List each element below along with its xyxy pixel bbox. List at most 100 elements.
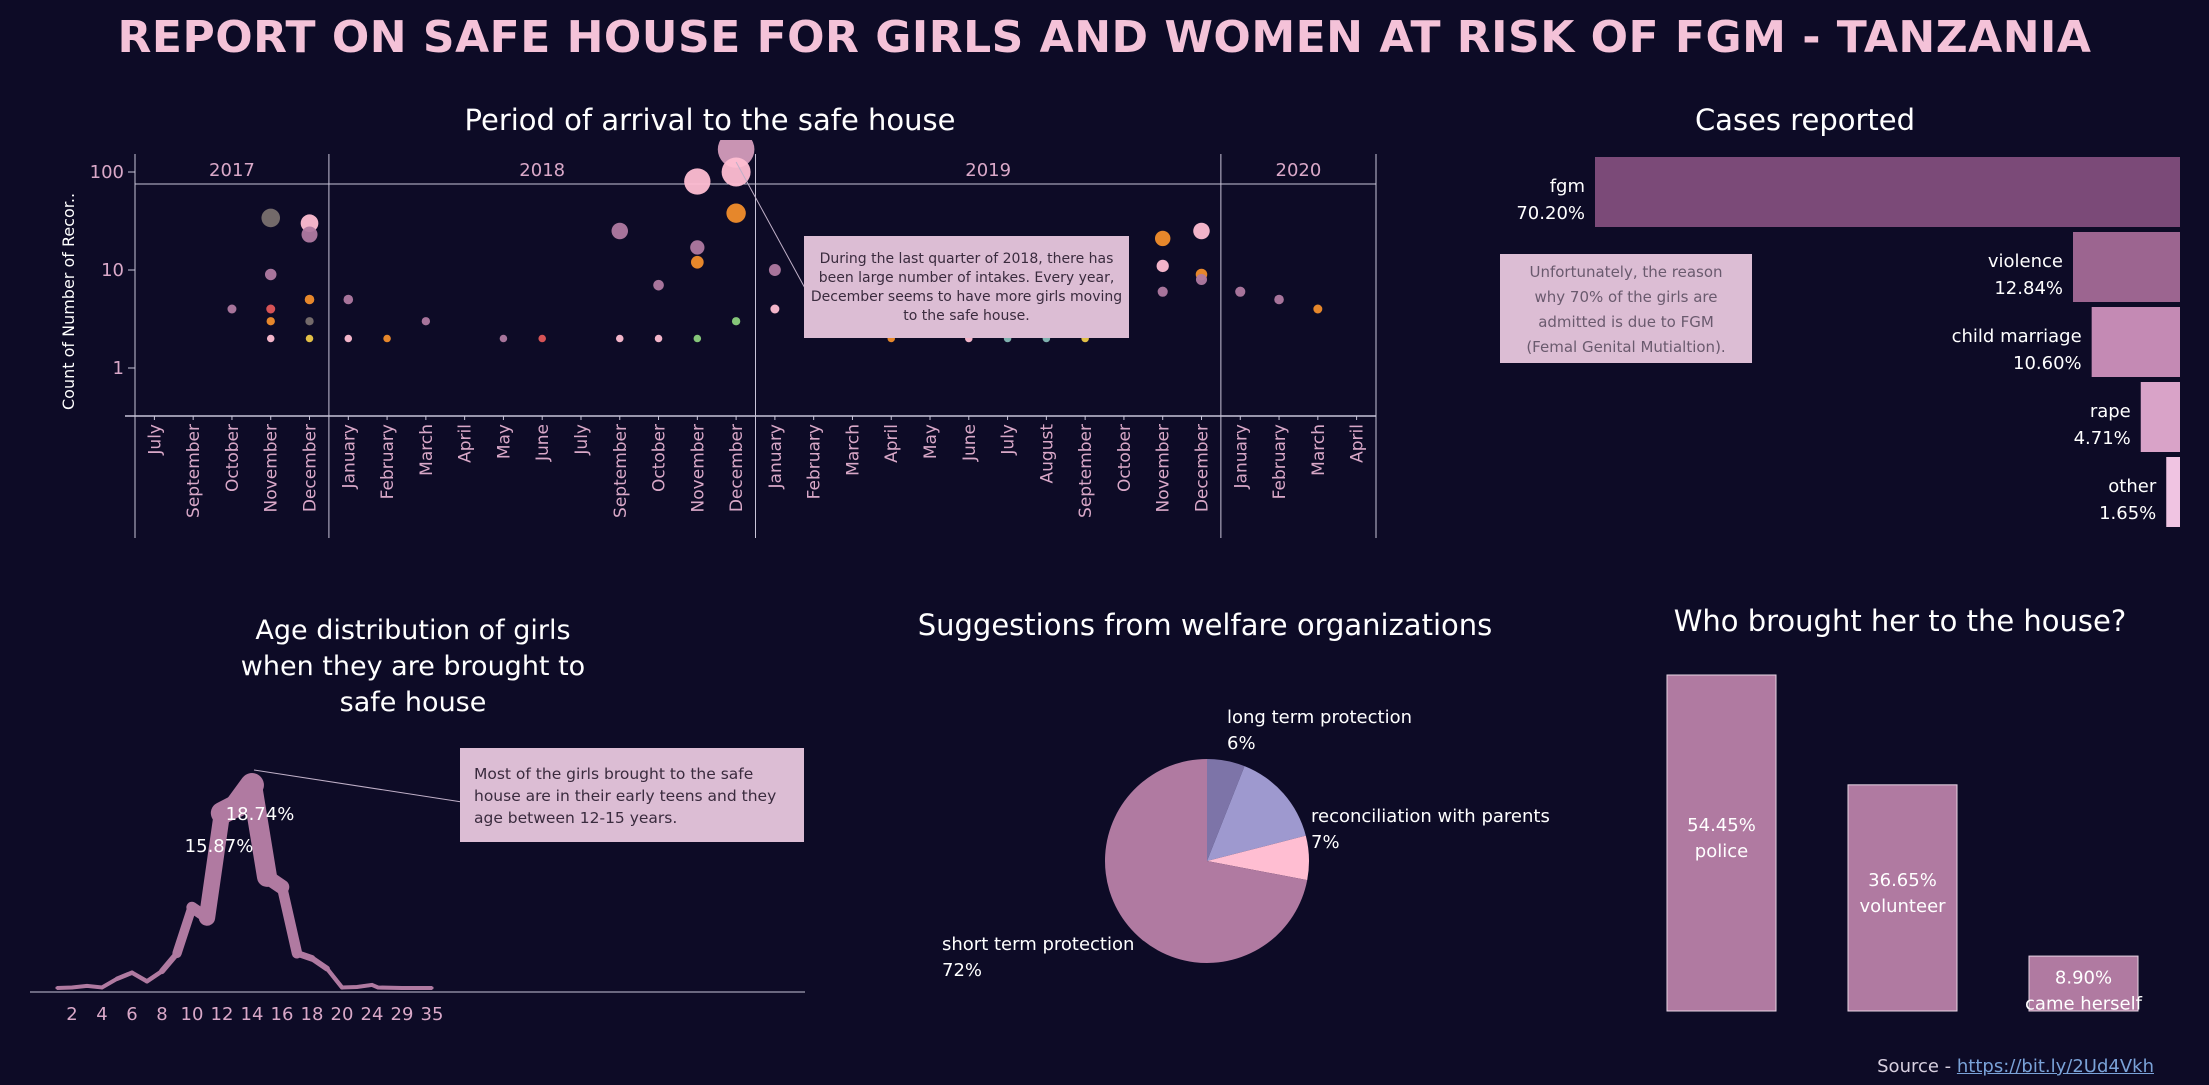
age-annotation-pointer [253,769,463,803]
suggestions-chart-title: Suggestions from welfare organizations [917,608,1493,642]
brought-bar [1847,784,1958,1012]
arrival-scatter-chart: 2017 2018 2019 2020 1 10 100 Count of Number of… [59,140,1377,538]
age-segment [355,983,374,989]
age-tick-label: 14 [241,1004,264,1025]
source-note: Source - https://bit.ly/2Ud4Vkh [1877,1056,2154,1077]
age-segment [198,804,231,926]
data-point [266,317,275,326]
month-label: June [960,424,980,462]
age-tick-label: 20 [331,1004,354,1025]
source-label: Source - [1877,1056,1957,1077]
case-category-label: rape [2090,401,2131,422]
case-value-label: 1.65% [2099,503,2156,524]
age-tick-label: 16 [271,1004,294,1025]
suggestions-pie-chart: long term protection 6% reconciliation wit… [942,707,1550,981]
data-point [344,334,353,343]
pie-label: reconciliation with parents [1311,806,1550,827]
case-category-label: other [2108,476,2157,497]
brought-category-label: volunteer [1859,896,1946,917]
annotation-pointer [735,161,807,291]
case-value-label: 12.84% [1994,278,2063,299]
data-point [300,214,319,233]
month-label: May [921,424,941,459]
month-label: March [417,424,437,476]
month-label: July [145,424,165,456]
cases-bar-chart: fgm 70.20% violence 12.84% child marriage 10.… [1516,157,2180,527]
data-point [1313,304,1323,314]
age-segment [376,985,404,990]
year-label: 2017 [209,160,255,181]
age-data-label: 15.87% [185,836,254,857]
pie-slice [1105,759,1308,964]
case-value-label: 70.20% [1516,203,1585,224]
brought-category-label: came herself [2025,994,2143,1015]
age-tick-label: 29 [391,1004,414,1025]
case-bar [2166,457,2180,527]
data-point [227,304,237,314]
data-point [264,268,277,281]
month-label: February [378,424,398,499]
data-point [611,222,629,240]
brought-category-label: police [1695,841,1748,862]
pie-slice [1207,766,1306,861]
age-tick-label: 18 [301,1004,324,1025]
data-point [690,240,705,255]
case-bar [2073,232,2180,302]
month-label: September [184,424,204,518]
age-segment [85,984,104,990]
data-point [266,334,275,343]
age-segment [144,968,165,984]
data-point [538,334,546,343]
month-label: January [766,424,786,489]
month-label: January [339,424,359,489]
data-point [304,294,315,305]
brought-chart-title: Who brought her to the house? [1673,604,2127,638]
cases-chart-title: Cases reported [1694,103,1916,137]
age-segment [70,984,89,990]
brought-bar-chart: 54.45% police 36.65% volunteer 8.90% came her… [1666,674,2143,1015]
month-label: August [1037,424,1057,484]
data-point [731,317,741,326]
month-label: February [805,424,825,499]
month-label: December [727,424,747,512]
data-point [499,334,508,343]
data-point [1154,230,1171,247]
age-tick-label: 35 [421,1004,444,1025]
case-category-label: violence [1988,251,2063,272]
case-bar [2140,382,2180,452]
data-point [768,264,781,276]
data-point [770,304,780,314]
data-point [1156,259,1169,273]
case-value-label: 4.71% [2074,428,2131,449]
month-label: December [1192,424,1212,512]
age-tick-label: 4 [96,1004,107,1025]
age-annotation: Most of the girls brought to the safe ho… [460,748,804,842]
age-segment [324,966,345,990]
case-bar [1595,157,2180,227]
month-label: February [1270,424,1290,499]
year-label: 2018 [519,160,565,181]
month-label: July [572,424,592,456]
case-category-label: child marriage [1952,326,2082,347]
month-label: March [1309,424,1329,476]
age-segment [114,970,135,982]
data-point [693,334,702,343]
data-point [266,304,276,314]
age-segment [340,985,359,990]
brought-value-label: 36.65% [1868,870,1937,891]
data-point [1195,273,1208,286]
month-label: May [494,424,514,459]
month-label: April [456,424,476,463]
source-link[interactable]: https://bit.ly/2Ud4Vkh [1956,1056,2154,1077]
pie-slice [1207,759,1245,861]
data-point [1274,294,1284,305]
pie-pct-label: 6% [1227,733,1256,754]
data-point [1235,286,1246,297]
age-tick-label: 6 [126,1004,137,1025]
brought-value-label: 8.90% [2055,968,2112,989]
age-tick-label: 24 [361,1004,384,1025]
arrival-chart-title: Period of arrival to the safe house [464,103,956,137]
pie-slice [1207,835,1309,881]
data-point [261,208,281,228]
